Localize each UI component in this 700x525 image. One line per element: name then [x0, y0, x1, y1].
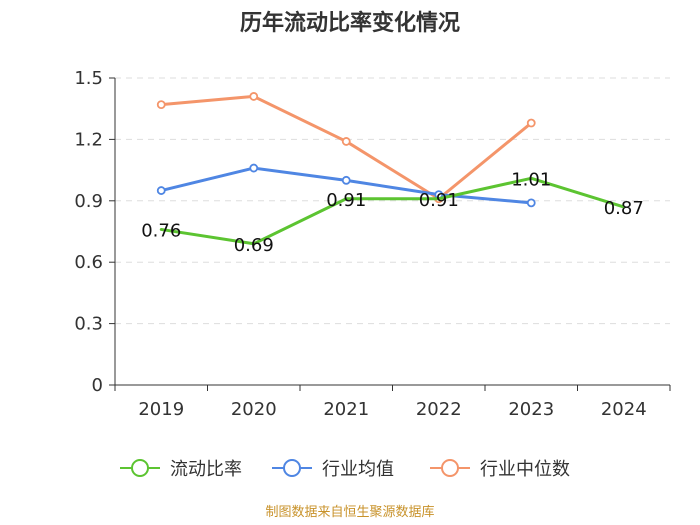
- data-point[interactable]: [249, 163, 259, 173]
- y-tick-label: 0.6: [74, 252, 103, 273]
- data-label: 0.91: [326, 190, 366, 211]
- y-tick-label: 0: [92, 375, 103, 396]
- data-label: 0.87: [604, 198, 644, 219]
- data-point[interactable]: [526, 198, 536, 208]
- legend-label: 流动比率: [170, 459, 242, 480]
- data-point[interactable]: [526, 118, 536, 128]
- legend-marker: [283, 459, 301, 477]
- data-point[interactable]: [341, 175, 351, 185]
- legend-item-1[interactable]: 行业均值: [272, 459, 394, 480]
- axes: 0 0.3 0.6 0.9 1.2 1.5 2019 2020 2021 2022 2023 2024: [74, 68, 671, 420]
- y-tick-label: 1.5: [74, 68, 103, 89]
- grid-lines: [115, 77, 670, 325]
- y-tick-label: 0.9: [74, 191, 103, 212]
- data-point[interactable]: [156, 100, 166, 110]
- data-point[interactable]: [341, 137, 351, 146]
- data-point[interactable]: [249, 92, 259, 101]
- y-tick-label: 1.2: [74, 129, 103, 150]
- x-tick-label: 2019: [138, 399, 184, 420]
- data-label: 0.91: [419, 190, 459, 211]
- series-group: [156, 92, 626, 246]
- data-labels: 0.76 0.69 0.91 0.91 1.01 0.87: [141, 169, 644, 255]
- legend[interactable]: 流动比率 行业均值 行业中位数: [120, 459, 570, 480]
- x-tick-label: 2020: [231, 399, 277, 420]
- legend-label: 行业中位数: [480, 459, 570, 480]
- data-label: 0.69: [234, 235, 274, 256]
- legend-item-0[interactable]: 流动比率: [120, 459, 242, 480]
- chart-title: 历年流动比率变化情况: [240, 10, 460, 36]
- legend-item-2[interactable]: 行业中位数: [430, 459, 570, 480]
- x-tick-label: 2024: [601, 399, 647, 420]
- data-point[interactable]: [156, 186, 166, 195]
- x-tick-label: 2023: [508, 399, 554, 420]
- legend-label: 行业均值: [322, 459, 394, 480]
- x-tick-label: 2021: [323, 399, 369, 420]
- series-line-0: [159, 176, 626, 246]
- data-label: 0.76: [141, 220, 181, 241]
- legend-marker: [131, 459, 149, 477]
- legend-marker: [441, 459, 459, 477]
- data-label: 1.01: [511, 169, 551, 190]
- source-note: 制图数据来自恒生聚源数据库: [265, 504, 434, 520]
- y-tick-label: 0.3: [74, 314, 103, 335]
- x-tick-label: 2022: [416, 399, 462, 420]
